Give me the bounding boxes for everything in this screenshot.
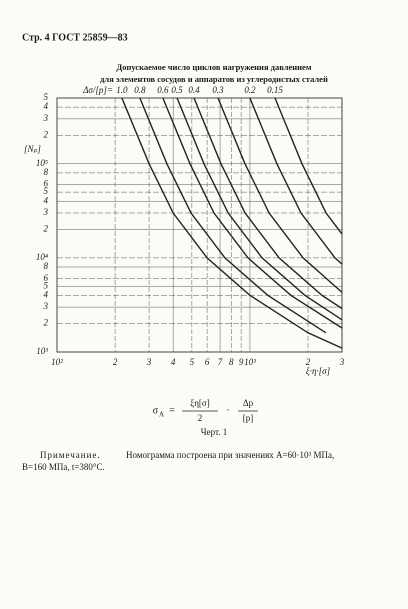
curve-label: 0.3 — [212, 85, 224, 95]
curve-label: 0.4 — [188, 85, 200, 95]
formula-eq: = — [169, 405, 175, 416]
curve — [249, 97, 343, 265]
x-axis-label: ξ·η·[σ] — [306, 366, 331, 376]
formula: σ A = ξη[σ] 2 · Δp [p] — [153, 398, 258, 423]
x-tick-label: 5 — [190, 357, 195, 367]
y-tick-label: 8 — [44, 261, 49, 271]
y-tick-label: 2 — [44, 130, 49, 140]
curve-label: 0.8 — [134, 85, 146, 95]
x-tick-label: 8 — [229, 357, 234, 367]
curve-label: 0.5 — [171, 85, 183, 95]
formula-num: ξη[σ] — [190, 398, 210, 408]
legend-title: Δσ/[p]= — [82, 85, 113, 95]
chart-title: для элементов сосудов и аппаратов из угл… — [100, 74, 328, 84]
curve — [162, 97, 343, 329]
formula-lhs-sub: A — [159, 411, 164, 419]
curve — [193, 97, 343, 310]
formula-dot: · — [226, 405, 229, 416]
x-tick-label: 3 — [146, 357, 152, 367]
curve — [121, 97, 343, 349]
y-tick-label: 5 — [44, 280, 49, 290]
formula-num: Δp — [243, 398, 254, 408]
curve — [139, 97, 327, 334]
y-tick-label: 6 — [44, 179, 49, 189]
y-tick-label: 4 — [44, 101, 49, 111]
x-tick-label: 2 — [113, 357, 118, 367]
curve-label: 0.6 — [157, 85, 169, 95]
y-tick-label: 5 — [44, 92, 49, 102]
x-tick-label: 6 — [205, 357, 210, 367]
curve-label: 0.2 — [244, 85, 256, 95]
x-tick-label: 4 — [171, 357, 176, 367]
note-label: Примечание. — [40, 450, 101, 460]
y-tick-label: 6 — [44, 273, 49, 283]
y-tick-label: 8 — [44, 167, 49, 177]
note-text: B=160 МПа, t=380°С. — [22, 462, 105, 472]
note-text: Номограмма построена при значениях A=60·… — [126, 450, 334, 460]
y-tick-label: 2 — [44, 224, 49, 234]
y-tick-label: 10⁵ — [36, 158, 48, 168]
chart: 10² 2 3 4 5 6 7 8 9 10³ 2 310³23456810⁴23456810⁵234… — [24, 85, 345, 376]
chart-title: Допускаемое число циклов нагружения давл… — [116, 62, 311, 72]
x-tick-label: 9 — [239, 357, 244, 367]
curve-label: 1.0 — [116, 85, 128, 95]
y-tick-label: 3 — [43, 301, 49, 311]
curve — [176, 97, 343, 321]
x-tick-label: 10³ — [244, 357, 256, 367]
formula-lhs: σ — [153, 405, 159, 416]
y-tick-label: 10³ — [36, 346, 48, 356]
y-axis-label: [Nₚ] — [24, 144, 41, 154]
curve-label: 0.15 — [267, 85, 283, 95]
curve — [217, 97, 343, 293]
y-tick-label: 4 — [44, 289, 49, 299]
y-tick-label: 3 — [43, 207, 49, 217]
page-header: Стр. 4 ГОСТ 25859—83 — [22, 32, 128, 43]
figure-caption: Черт. 1 — [201, 427, 227, 437]
formula-den: 2 — [198, 413, 203, 423]
y-tick-label: 10⁴ — [36, 252, 48, 262]
x-tick-label: 2 — [306, 357, 311, 367]
y-tick-label: 4 — [44, 195, 49, 205]
y-tick-label: 3 — [43, 113, 49, 123]
y-tick-label: 5 — [44, 186, 49, 196]
y-tick-label: 2 — [44, 318, 49, 328]
curve — [274, 97, 343, 235]
x-tick-label: 7 — [218, 357, 223, 367]
x-tick-label: 3 — [339, 357, 345, 367]
x-tick-label: 10² — [51, 357, 63, 367]
formula-den: [p] — [243, 413, 254, 423]
